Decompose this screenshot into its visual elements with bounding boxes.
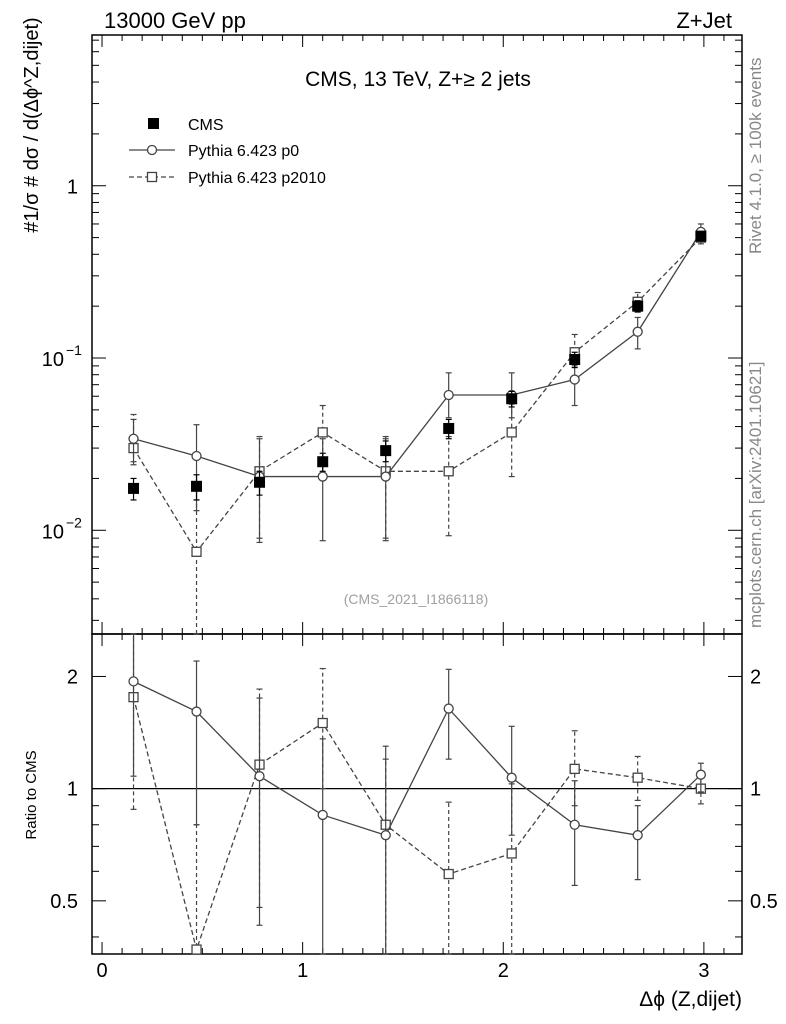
- main-axes: 110−110−2: [42, 35, 742, 634]
- y-tick-label-exponent: −1: [66, 342, 82, 358]
- x-tick-label: 2: [498, 960, 509, 982]
- ratio-series-pythia-6-423-p0: [128, 633, 707, 955]
- y-tick-label: 10: [42, 349, 64, 371]
- ratio-y-tick-label: 0.5: [50, 891, 78, 913]
- data-point: [569, 374, 580, 385]
- series-line: [132, 237, 702, 553]
- series-line: [132, 696, 701, 952]
- data-point: [569, 819, 580, 830]
- y-tick-label: 1: [67, 177, 78, 199]
- y-tick-label: 10: [42, 521, 64, 543]
- ratio-series-pythia-6-423-p2010: [128, 633, 707, 955]
- data-point: [506, 393, 518, 405]
- data-point: [317, 427, 328, 438]
- legend-cms-label: CMS: [188, 117, 224, 134]
- header-right-label: Z+Jet: [676, 8, 732, 33]
- legend: CMS Pythia 6.423 p0 Pythia 6.423 p2010: [129, 117, 326, 187]
- data-point: [317, 717, 328, 729]
- data-point: [380, 445, 392, 457]
- data-point: [254, 476, 266, 488]
- data-point: [443, 868, 454, 880]
- legend-p2010-label: Pythia 6.423 p2010: [188, 170, 326, 187]
- series-line: [133, 231, 702, 478]
- data-point: [632, 300, 644, 312]
- main-y-axis-label: #1/σ # dσ / d(Δϕ^Z,dijet): [21, 17, 43, 232]
- data-point: [380, 830, 391, 841]
- y-tick-label-exponent: −2: [66, 514, 82, 530]
- data-point: [632, 772, 643, 783]
- legend-p0-label: Pythia 6.423 p0: [188, 143, 299, 160]
- legend-cms-marker: [148, 118, 159, 129]
- data-point: [569, 354, 581, 366]
- data-point: [632, 326, 643, 337]
- main-y-axis-label-text: #1/σ # dσ / d(Δϕ^Z,dijet): [21, 17, 43, 232]
- data-point: [506, 772, 517, 783]
- main-series-pythia-6-423-p0: [128, 223, 707, 542]
- ratio-y-axis-label: Ratio to CMS: [23, 750, 40, 839]
- data-point: [191, 480, 203, 492]
- data-point: [569, 763, 580, 775]
- data-point: [191, 944, 202, 955]
- data-point: [191, 546, 202, 557]
- data-point: [380, 471, 391, 482]
- legend-p0-marker: [146, 144, 158, 156]
- side-label-bottom: mcplots.cern.ch [arXiv:2401.10621]: [746, 361, 765, 628]
- data-point: [695, 230, 707, 242]
- chart-title: CMS, 13 TeV, Z+≥ 2 jets: [305, 68, 531, 91]
- header-left-label: 13000 GeV pp: [104, 8, 246, 33]
- main-series-pythia-6-423-p2010: [128, 228, 707, 635]
- data-point: [443, 703, 454, 714]
- side-label-top: Rivet 4.1.0, ≥ 100k events: [746, 57, 765, 254]
- data-point: [317, 809, 328, 821]
- data-point: [128, 482, 140, 494]
- data-point: [695, 769, 707, 780]
- data-point: [128, 676, 139, 687]
- data-point: [317, 456, 329, 468]
- ratio-y-tick-label-right: 0.5: [750, 891, 778, 913]
- data-point: [443, 422, 455, 434]
- data-point: [254, 771, 265, 782]
- data-point: [443, 466, 454, 477]
- ratio-plot-frame: [91, 633, 743, 955]
- ratio-y-tick-label: 1: [67, 779, 78, 801]
- legend-p2010-marker: [146, 171, 158, 183]
- ratio-series: [128, 633, 707, 955]
- ratio-y-tick-label-right: 1: [750, 779, 761, 801]
- ratio-y-tick-label: 2: [67, 666, 78, 688]
- series-line: [133, 680, 702, 836]
- x-tick-label: 1: [297, 960, 308, 982]
- data-point: [506, 427, 517, 438]
- data-point: [317, 471, 328, 482]
- ratio-axes: 0 1 2 3 0.5 0.5 1 1 2 2: [50, 634, 778, 982]
- data-point: [506, 848, 517, 859]
- x-tick-label: 3: [698, 960, 709, 982]
- main-series-cms: [128, 230, 707, 501]
- main-series: [128, 223, 707, 635]
- ratio-y-axis-label-text: Ratio to CMS: [23, 750, 40, 839]
- data-point: [191, 706, 202, 717]
- x-axis-label: Δϕ (Z,dijet): [639, 988, 742, 1011]
- data-point: [443, 389, 454, 401]
- data-point: [191, 450, 202, 462]
- ratio-y-tick-label-right: 2: [750, 666, 761, 688]
- data-point: [632, 830, 643, 841]
- x-tick-label: 0: [96, 960, 107, 982]
- analysis-tag: (CMS_2021_I1866118): [344, 591, 489, 607]
- data-point: [128, 433, 139, 444]
